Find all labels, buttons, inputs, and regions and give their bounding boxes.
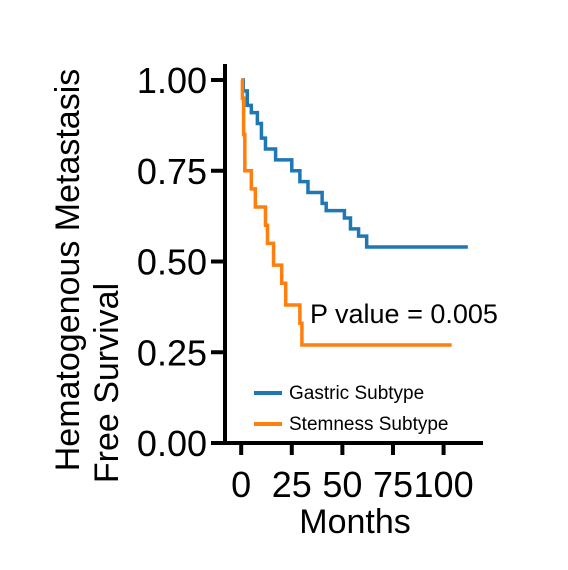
stemness-survival-curve [240, 78, 452, 347]
y-axis-title-line-1: Hematogenous Metastasis [49, 69, 87, 472]
y-tick-label: 0.00 [137, 423, 207, 464]
series-layer [240, 78, 468, 347]
axes [223, 64, 483, 445]
y-tick-label: 0.50 [137, 242, 207, 283]
x-axis-title: Months [299, 503, 411, 541]
p-value-annotation: P value = 0.005 [310, 299, 498, 329]
x-tick-label: 0 [231, 464, 251, 505]
x-tick-label: 50 [322, 464, 362, 505]
x-ticks: 0 25 50 75 100 [231, 443, 474, 505]
y-tick-label: 1.00 [137, 60, 207, 101]
y-ticks: 0.00 0.25 0.50 0.75 1.00 [137, 60, 225, 464]
legend-label-stemness: Stemness Subtype [289, 414, 448, 435]
y-tick-label: 0.25 [137, 332, 207, 373]
x-tick-label: 75 [373, 464, 413, 505]
y-axis-title-line-2: Free Survival [88, 283, 126, 483]
x-tick-label: 25 [272, 464, 312, 505]
y-tick-label: 0.75 [137, 151, 207, 192]
legend: Gastric Subtype Stemness Subtype [254, 383, 448, 435]
legend-label-gastric: Gastric Subtype [289, 383, 424, 404]
x-tick-label: 100 [414, 464, 474, 505]
gastric-survival-curve [241, 78, 468, 249]
